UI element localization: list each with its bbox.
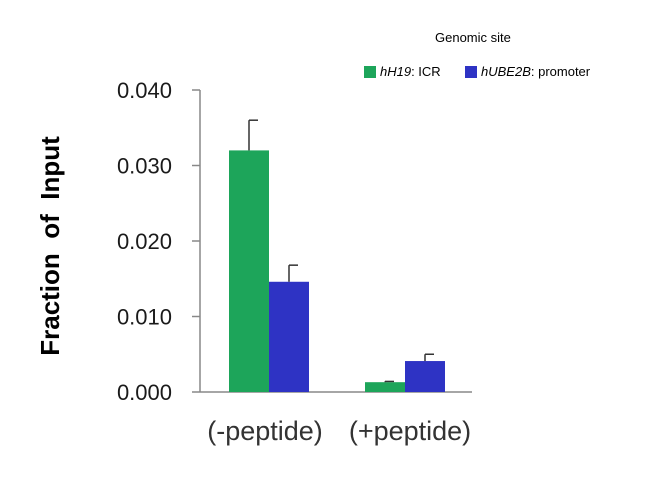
- legend-label-series-2-rest: : promoter: [531, 64, 591, 79]
- legend: Genomic site hH19: ICR hUBE2B: promoter: [364, 30, 591, 79]
- legend-swatch-series-2: [465, 66, 477, 78]
- y-tick-label: 0.000: [117, 380, 172, 405]
- y-ticks: 0.000 0.010 0.020 0.030 0.040: [117, 78, 200, 405]
- y-tick-label: 0.040: [117, 78, 172, 103]
- y-axis-label: Fraction of Input: [35, 136, 65, 356]
- bar-1-1: [229, 150, 269, 392]
- category-label: (-peptide): [207, 416, 323, 446]
- bar-2-2: [405, 361, 445, 392]
- bar-1-2: [365, 382, 405, 392]
- y-tick-label: 0.020: [117, 229, 172, 254]
- y-tick-label: 0.010: [117, 305, 172, 330]
- legend-label-series-2-italic: hUBE2B: [481, 64, 531, 79]
- legend-label-series-1-italic: hH19: [380, 64, 411, 79]
- legend-label-series-2: hUBE2B: promoter: [481, 64, 591, 79]
- category-labels: (-peptide) (+peptide): [207, 416, 471, 446]
- legend-swatch-series-1: [364, 66, 376, 78]
- bars: [229, 119, 445, 392]
- legend-label-series-1: hH19: ICR: [380, 64, 441, 79]
- category-label: (+peptide): [349, 416, 471, 446]
- bar-2-1: [269, 281, 309, 392]
- y-tick-label: 0.030: [117, 154, 172, 179]
- legend-title: Genomic site: [435, 30, 511, 45]
- legend-label-series-1-rest: : ICR: [411, 64, 441, 79]
